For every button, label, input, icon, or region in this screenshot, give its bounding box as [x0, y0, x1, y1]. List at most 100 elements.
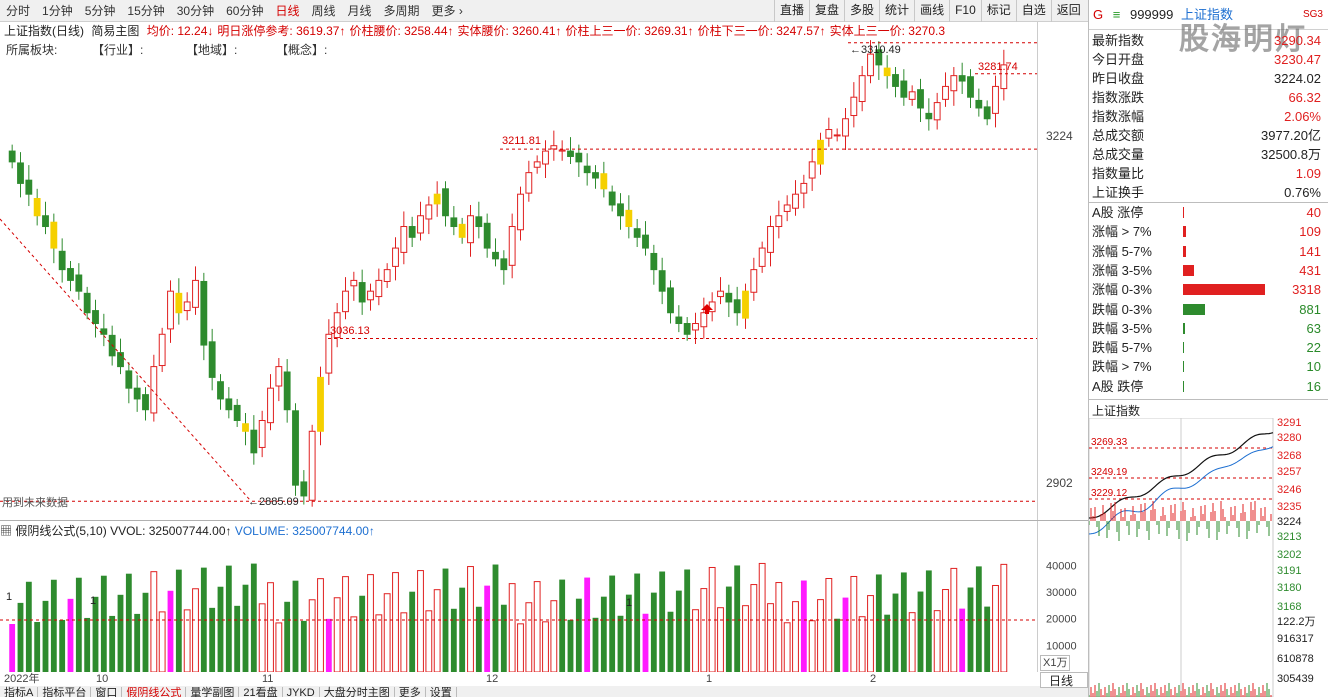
- period-tab-7[interactable]: 周线: [311, 4, 336, 18]
- candle-body: [342, 290, 349, 313]
- mini-price-tick: 3280: [1277, 432, 1301, 444]
- period-tab-1[interactable]: 1分钟: [42, 4, 73, 18]
- indicator-tab-7[interactable]: 大盘分时主图: [319, 687, 395, 697]
- candle-body: [475, 216, 483, 228]
- candle-body: [550, 145, 558, 150]
- volume-bar: [559, 579, 566, 672]
- industry-link[interactable]: 【行业】:: [92, 43, 144, 57]
- indicator-tab-9[interactable]: 设置: [425, 687, 457, 697]
- indicator-tab-2[interactable]: 窗口: [91, 687, 123, 697]
- distribution-bar: [1183, 361, 1184, 373]
- candle-body: [642, 234, 649, 249]
- toolbar-button-4[interactable]: 画线: [914, 0, 949, 22]
- period-tab-9[interactable]: 多周期: [383, 4, 420, 18]
- volume-bar: [375, 614, 383, 672]
- indicator-tab-1[interactable]: 指标平台: [38, 687, 92, 697]
- mini-volume-tick: 305439: [1277, 673, 1314, 685]
- intraday-mini-chart[interactable]: 3291 3280 3268 3257 3246 3235 3224 3213 3202 3191…: [1089, 418, 1328, 697]
- candle-body: [175, 292, 183, 314]
- period-tab-5[interactable]: 60分钟: [226, 4, 264, 18]
- indicator-tab-0[interactable]: 指标A: [0, 687, 39, 697]
- toolbar-button-5[interactable]: F10: [949, 0, 981, 22]
- toolbar-button-2[interactable]: 多股: [844, 0, 879, 22]
- distribution-row: 跌幅 > 7% 10: [1089, 357, 1325, 376]
- candle-body: [733, 299, 741, 314]
- period-tab-2[interactable]: 5分钟: [84, 4, 116, 18]
- volume-bar: [550, 600, 558, 672]
- candle-body: [992, 85, 999, 114]
- candle-body: [250, 429, 258, 454]
- volume-bar: [567, 619, 574, 672]
- concept-link[interactable]: 【概念】:: [276, 43, 328, 57]
- candle-body: [567, 150, 574, 157]
- candle-body: [417, 215, 424, 234]
- volume-bar: [850, 575, 858, 672]
- volume-bar: [783, 622, 791, 672]
- period-tab-4[interactable]: 30分钟: [176, 4, 215, 18]
- volume-bar: [117, 594, 124, 672]
- buy-arrow-icon: [701, 304, 713, 314]
- volume-bar: [50, 579, 57, 672]
- volume-bar: [258, 603, 266, 672]
- candle-body: [675, 316, 683, 325]
- volume-bar: [409, 591, 416, 672]
- volume-bar: [675, 590, 682, 672]
- volume-bar: [475, 606, 482, 672]
- volume-bar: [575, 598, 582, 672]
- indicator-tab-6[interactable]: JYKD: [282, 687, 320, 697]
- indicator-tab-5[interactable]: 21看盘: [239, 687, 283, 697]
- candle-body: [50, 221, 58, 249]
- stat-label: 昨日收盘: [1092, 71, 1145, 86]
- toolbar-button-0[interactable]: 直播: [774, 0, 809, 22]
- volume-bar: [700, 588, 708, 672]
- period-tab-0[interactable]: 分时: [6, 4, 31, 18]
- candlestick-chart[interactable]: ←3310.49 3281.74 3211.81 3036.13 ←2885.09 用到未…: [0, 40, 1088, 520]
- header-value-0: 均价: 12.24↓: [146, 24, 214, 38]
- candle-body: [67, 268, 74, 281]
- period-tab-6[interactable]: 日线: [275, 4, 300, 18]
- candle-body: [900, 80, 908, 98]
- candle-body: [883, 67, 891, 77]
- indicator-tab-8[interactable]: 更多: [394, 687, 426, 697]
- volume-bar: [150, 571, 158, 672]
- volume-bar: [467, 566, 474, 672]
- volume-marker-label: 1: [626, 597, 632, 609]
- stock-code: 999999: [1129, 7, 1174, 22]
- period-tab-8[interactable]: 月线: [347, 4, 372, 18]
- candle-body: [875, 49, 883, 66]
- region-link[interactable]: 【地域】:: [186, 43, 238, 57]
- volume-bar: [359, 595, 366, 672]
- toolbar-button-3[interactable]: 统计: [879, 0, 914, 22]
- volume-bar: [484, 585, 491, 672]
- candle-body: [658, 270, 666, 292]
- candle-body: [142, 394, 149, 411]
- period-tab-10[interactable]: 更多 ›: [431, 4, 463, 18]
- volume-bar: [959, 608, 966, 672]
- toolbar-button-1[interactable]: 复盘: [809, 0, 844, 22]
- distribution-bar: [1183, 245, 1187, 257]
- distribution-row: 跌幅 0-3% 881: [1089, 300, 1325, 319]
- candle-body: [150, 366, 158, 414]
- menu-icon[interactable]: ≡: [1112, 7, 1121, 22]
- candle-body: [125, 370, 133, 389]
- volume-indicator-name[interactable]: 假阴线公式(5,10): [15, 524, 107, 538]
- volume-bar: [525, 602, 533, 672]
- candle-body: [117, 352, 124, 368]
- indicator-tab-3[interactable]: 假阴线公式: [122, 687, 187, 697]
- indicator-tab-4[interactable]: 量学副图: [186, 687, 240, 697]
- toolbar-button-7[interactable]: 自选: [1015, 0, 1051, 22]
- toolbar-button-6[interactable]: 标记: [980, 0, 1016, 22]
- volume-bar: [200, 567, 207, 672]
- stat-row: 上证换手 0.76%: [1089, 183, 1325, 202]
- sector-label: 所属板块:: [6, 43, 58, 57]
- volume-chart[interactable]: 40000 30000 20000 10000 1 1 1: [0, 540, 1088, 672]
- candle-body: [58, 250, 66, 271]
- period-badge[interactable]: 日线: [1040, 672, 1088, 688]
- mini-price-tick: 3224: [1277, 516, 1301, 528]
- toolbar-button-8[interactable]: 返回: [1050, 0, 1086, 22]
- volume-bar: [892, 593, 899, 672]
- candle-body: [225, 398, 233, 411]
- header-value-4: 价柱上三一价: 3269.31↑: [565, 24, 694, 38]
- indicator-selector[interactable]: 简易主图: [91, 24, 140, 38]
- period-tab-3[interactable]: 15分钟: [127, 4, 165, 18]
